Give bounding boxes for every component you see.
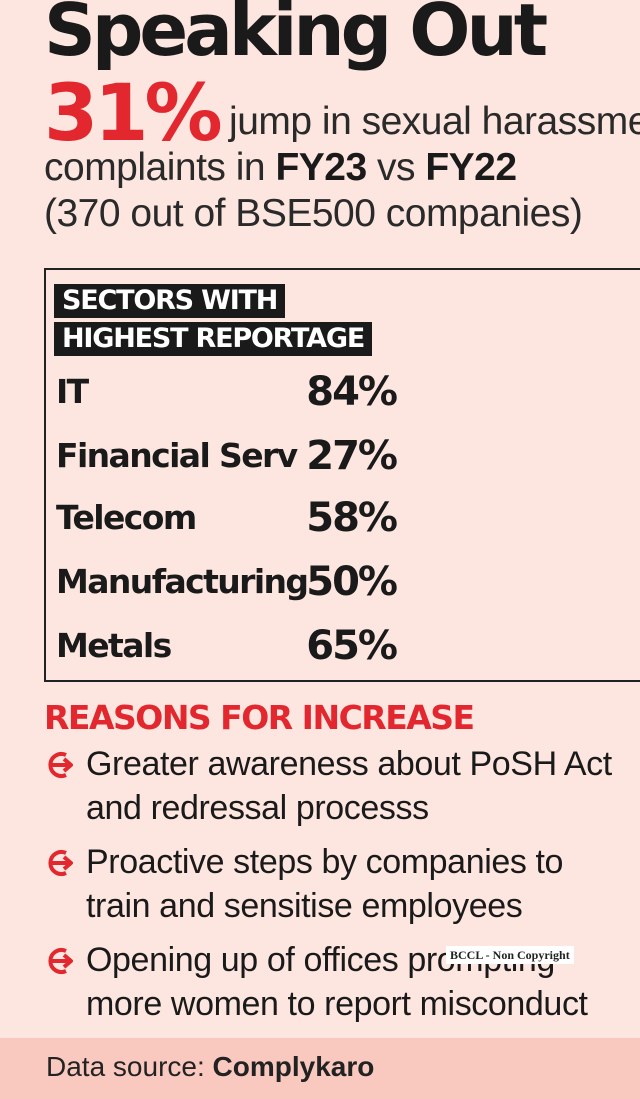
arrow-bullet-icon (48, 850, 73, 876)
sector-value: 27% (306, 433, 398, 479)
arrow-bullet-icon (48, 752, 73, 778)
sectors-heading-line-2: HIGHEST REPORTAGE (54, 322, 373, 356)
headline-text-2a: complaints in (44, 146, 276, 189)
source-footer: Data source: Complykaro (0, 1038, 640, 1099)
reason-item: Greater awareness about PoSH Act and red… (44, 742, 634, 832)
headline-line-2: complaints in FY23 vs FY22 (44, 145, 624, 191)
sectors-heading-line-1: SECTORS WITH (54, 284, 286, 318)
sector-row-manufacturing: Manufacturing 50% (56, 556, 398, 608)
sector-value: 65% (306, 623, 398, 669)
sector-row-telecom: Telecom 58% (56, 492, 398, 544)
sector-row-financial-serv: Financial Serv 27% (56, 430, 398, 482)
reason-text: Greater awareness about PoSH Act and red… (86, 745, 612, 827)
headline-text-1: jump in sexual harassment (218, 100, 640, 143)
sector-name: Metals (56, 626, 172, 665)
headline: 31% jump in sexual harassment complaints… (44, 75, 640, 237)
headline-fy-previous: FY22 (425, 146, 517, 189)
sector-value: 58% (306, 495, 398, 541)
source-name: Complykaro (212, 1051, 375, 1082)
headline-fy-current: FY23 (275, 146, 367, 189)
sector-name: Telecom (56, 498, 197, 537)
sector-value: 84% (306, 369, 398, 415)
reason-text: Proactive steps by companies to train an… (86, 843, 564, 925)
headline-text-2b: vs (366, 146, 426, 189)
sector-name: Financial Serv (56, 436, 298, 475)
sector-value: 50% (306, 559, 398, 605)
headline-line-3: (370 out of BSE500 companies) (44, 192, 583, 235)
sector-name: Manufacturing (56, 562, 309, 601)
reasons-heading: REASONS FOR INCREASE (44, 698, 475, 737)
sector-row-it: IT 84% (56, 366, 398, 418)
page-title: Speaking Out (44, 0, 548, 72)
reason-item: Proactive steps by companies to train an… (44, 840, 634, 930)
sector-row-metals: Metals 65% (56, 620, 398, 672)
source-line: Data source: Complykaro (46, 1051, 374, 1083)
sector-name: IT (56, 372, 89, 411)
headline-line-1: 31% jump in sexual harassment (44, 75, 640, 153)
headline-percent: 31% (44, 69, 223, 159)
source-label: Data source: (46, 1051, 213, 1082)
watermark: BCCL - Non Copyright (446, 946, 574, 964)
reason-text: Opening up of offices prompting more wom… (86, 941, 588, 1023)
arrow-bullet-icon (48, 948, 73, 974)
reason-item: Opening up of offices prompting more wom… (44, 938, 634, 1028)
sectors-table: SECTORS WITH HIGHEST REPORTAGE IT 84% Fi… (44, 268, 640, 682)
